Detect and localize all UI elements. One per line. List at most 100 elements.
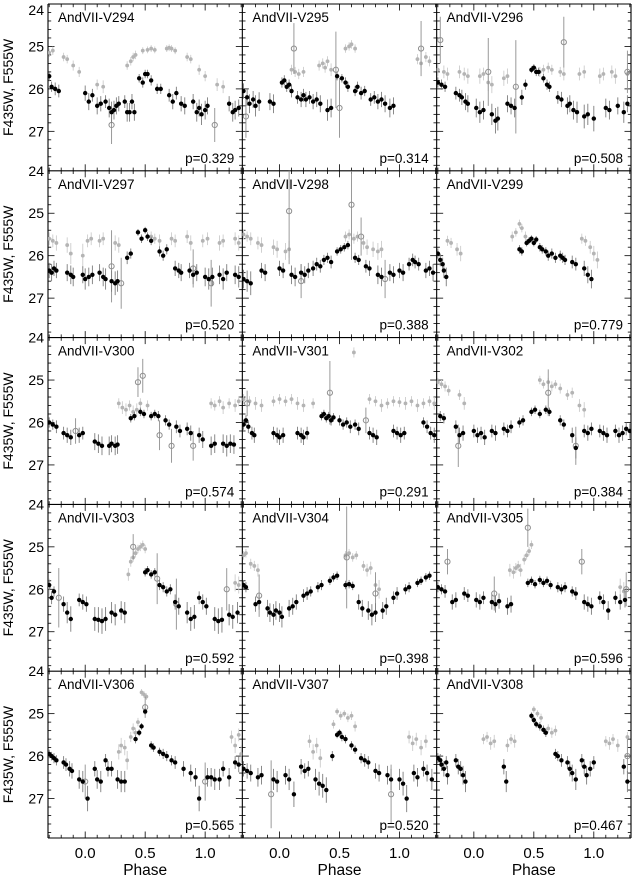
data-point <box>352 422 358 427</box>
data-point <box>98 101 103 106</box>
data-point <box>298 97 304 102</box>
data-point <box>212 616 217 622</box>
y-tick-label: 24 <box>28 163 44 179</box>
data-point <box>294 599 299 605</box>
data-point <box>310 266 316 271</box>
data-point <box>185 234 190 239</box>
data-point <box>321 411 327 417</box>
panel-andvii-v302 <box>436 369 631 468</box>
data-point <box>430 270 436 275</box>
data-point <box>80 430 85 436</box>
data-point <box>64 270 70 275</box>
data-point <box>280 268 286 273</box>
open-outlier-point <box>381 275 389 283</box>
data-point <box>428 430 433 436</box>
data-point <box>423 55 428 59</box>
data-point <box>368 566 373 570</box>
panel-andvii-v300 <box>48 358 241 463</box>
data-point <box>427 59 432 64</box>
data-point <box>212 441 217 446</box>
data-point <box>532 407 538 412</box>
data-point <box>115 278 120 284</box>
data-point <box>210 274 215 280</box>
y-axis-row-1: 24 25 26 27 F435W, F555W <box>0 163 44 306</box>
data-point <box>334 73 340 79</box>
data-point <box>589 276 594 282</box>
data-point <box>436 80 441 85</box>
data-point <box>289 272 294 277</box>
data-point <box>571 107 576 113</box>
data-point <box>553 728 558 733</box>
data-point <box>524 553 529 558</box>
data-point <box>522 557 527 562</box>
data-point <box>340 422 346 427</box>
data-point <box>444 274 449 280</box>
light-series <box>436 375 587 418</box>
data-point <box>298 270 304 275</box>
data-point <box>206 276 211 282</box>
data-point <box>379 247 384 252</box>
data-point <box>142 709 148 714</box>
data-point <box>208 775 214 780</box>
data-point <box>196 796 202 801</box>
data-point <box>158 86 163 92</box>
data-point <box>113 241 118 245</box>
data-point <box>231 442 237 447</box>
data-point <box>561 422 567 427</box>
data-point <box>621 764 627 769</box>
data-point <box>352 88 358 94</box>
data-point <box>244 95 250 100</box>
data-point <box>48 73 52 79</box>
period-label: p=0.329 <box>185 151 234 166</box>
data-point <box>128 59 133 64</box>
data-point <box>613 428 618 434</box>
data-point <box>416 261 421 267</box>
data-point <box>589 426 594 432</box>
data-point <box>49 84 54 89</box>
data-point <box>199 112 204 117</box>
data-point <box>97 238 102 243</box>
y-axis-row-2: 24 25 26 27 F435W, F555W <box>0 330 44 473</box>
data-point <box>233 236 238 241</box>
data-point <box>493 601 498 607</box>
data-point <box>546 65 551 70</box>
data-point <box>415 57 420 62</box>
data-point <box>122 779 127 784</box>
data-point <box>618 599 623 605</box>
data-point <box>89 236 94 241</box>
data-point <box>310 99 316 104</box>
data-point <box>50 238 55 243</box>
data-point <box>320 61 325 66</box>
data-point <box>402 430 407 436</box>
data-point <box>233 403 238 408</box>
data-point <box>350 555 355 560</box>
data-point <box>227 401 232 406</box>
panel-andvii-v303 <box>48 534 241 634</box>
data-point <box>380 608 385 613</box>
panel-andvii-v298 <box>242 170 436 299</box>
data-point <box>259 243 264 247</box>
data-point <box>295 430 300 436</box>
data-point <box>553 382 558 387</box>
dark-series <box>436 64 630 134</box>
data-point <box>449 241 453 245</box>
data-point <box>406 584 412 590</box>
data-point <box>387 270 393 275</box>
data-point <box>236 241 241 245</box>
data-point <box>544 578 550 583</box>
data-point <box>439 762 444 767</box>
data-point <box>394 430 400 436</box>
data-point <box>219 617 225 623</box>
open-outlier-point <box>455 442 462 449</box>
outlier-series <box>437 16 631 134</box>
data-point <box>166 422 172 427</box>
panel-andvii-v294 <box>48 44 241 145</box>
data-point <box>267 610 273 615</box>
data-point <box>109 278 114 284</box>
light-series <box>242 347 437 412</box>
data-point <box>255 775 261 780</box>
period-label: p=0.574 <box>185 484 235 499</box>
data-point <box>64 433 70 438</box>
data-point <box>518 568 523 573</box>
data-point <box>54 268 59 273</box>
